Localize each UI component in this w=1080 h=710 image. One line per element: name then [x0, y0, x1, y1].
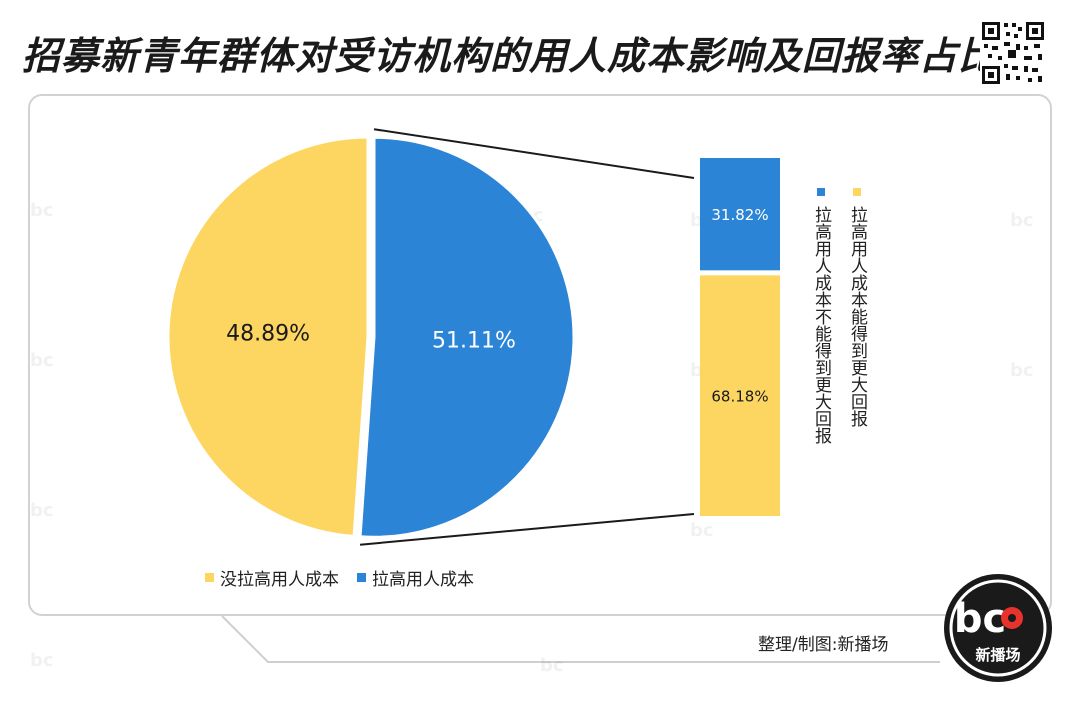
connector-line-bottom — [359, 513, 695, 546]
pie-slice-raised — [358, 135, 576, 539]
legend-item: 没拉高用人成本 — [205, 565, 339, 590]
bar-value-label: 31.82% — [711, 206, 768, 224]
bar-segment-not-better-return — [700, 158, 780, 271]
bar-legend-label: 拉高用人成本能得到更大回报 — [847, 206, 867, 427]
legend-label: 拉高用人成本 — [372, 569, 474, 590]
legend-swatch-yellow — [853, 188, 861, 196]
legend-item: 拉高用人成本 — [357, 565, 474, 590]
bar-legend-label: 拉高用人成本不能得到更大回报 — [811, 206, 831, 444]
legend-swatch-blue — [817, 188, 825, 196]
pie-slice-not-raised — [166, 135, 370, 539]
pie-legend: 没拉高用人成本 拉高用人成本 — [205, 565, 474, 590]
legend-swatch-yellow — [205, 572, 214, 582]
bar-legend-item: 拉高用人成本不能得到更大回报 — [808, 188, 834, 444]
credit-text: 整理/制图:新播场 — [758, 635, 889, 655]
connector-line-top — [373, 128, 695, 179]
brand-logo: bc 新播场 — [944, 574, 1052, 682]
pie-value-label: 48.89% — [226, 322, 310, 347]
bar-legend-item: 拉高用人成本能得到更大回报 — [844, 188, 870, 427]
pie-value-label: 51.11% — [432, 329, 516, 354]
legend-swatch-blue — [357, 572, 366, 582]
bar-segment-better-return — [700, 275, 780, 516]
bar-value-label: 68.18% — [711, 388, 768, 406]
logo-text: 新播场 — [975, 646, 1020, 664]
qr-code-icon — [980, 20, 1046, 86]
chart-title: 招募新青年群体对受访机构的用人成本影响及回报率占比 — [22, 34, 998, 78]
logo-letters: bc — [954, 596, 1006, 642]
legend-label: 没拉高用人成本 — [220, 569, 339, 590]
